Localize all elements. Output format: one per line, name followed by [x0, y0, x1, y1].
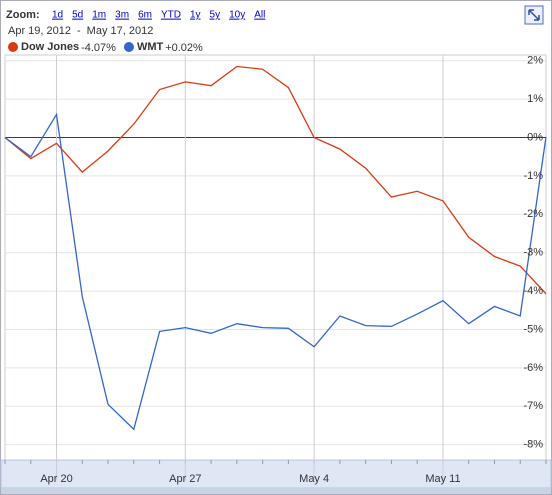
date-to: May 17, 2012	[87, 25, 154, 37]
zoom-option[interactable]: 1y	[190, 10, 201, 21]
zoom-option[interactable]: 6m	[138, 10, 152, 21]
series-line	[4, 65, 547, 295]
date-sep: -	[77, 25, 81, 37]
y-tick-label: 0%	[527, 131, 543, 143]
zoom-option[interactable]: All	[254, 10, 265, 21]
y-tick-label: -8%	[523, 439, 543, 451]
x-tick-label: May 11	[425, 473, 460, 485]
zoom-option[interactable]: 5y	[210, 10, 221, 21]
legend-change: -4.07%	[81, 42, 116, 54]
x-axis-band	[0, 459, 552, 489]
zoom-label: Zoom:	[6, 9, 40, 21]
y-tick-label: -6%	[523, 362, 543, 374]
expand-icon[interactable]	[524, 5, 544, 25]
legend-marker	[8, 42, 18, 52]
legend-name: WMT	[137, 41, 164, 53]
zoom-option[interactable]: YTD	[161, 10, 181, 21]
y-tick-label: 1%	[527, 93, 543, 105]
zoom-option[interactable]: 1d	[52, 10, 63, 21]
y-tick-label: -3%	[523, 247, 543, 259]
y-tick-label: 2%	[527, 55, 543, 67]
zoom-option[interactable]: 1m	[92, 10, 106, 21]
y-tick-label: -2%	[523, 208, 543, 220]
legend-name: Dow Jones	[21, 41, 79, 53]
y-tick-label: -7%	[523, 400, 543, 412]
zoom-option[interactable]: 5d	[72, 10, 83, 21]
x-tick-label: Apr 20	[40, 473, 72, 485]
y-tick-label: -1%	[523, 170, 543, 182]
y-tick-label: -5%	[523, 323, 543, 335]
y-tick-label: -4%	[523, 285, 543, 297]
zoom-option[interactable]: 3m	[115, 10, 129, 21]
plot-area	[4, 54, 547, 461]
zoom-option[interactable]: 10y	[229, 10, 245, 21]
scroll-band	[1, 488, 551, 494]
date-from: Apr 19, 2012	[8, 25, 71, 37]
legend-change: +0.02%	[165, 42, 203, 54]
series-line	[4, 112, 547, 431]
x-tick-label: May 4	[299, 473, 329, 485]
legend-marker	[123, 42, 134, 52]
x-tick-label: Apr 27	[169, 473, 201, 485]
